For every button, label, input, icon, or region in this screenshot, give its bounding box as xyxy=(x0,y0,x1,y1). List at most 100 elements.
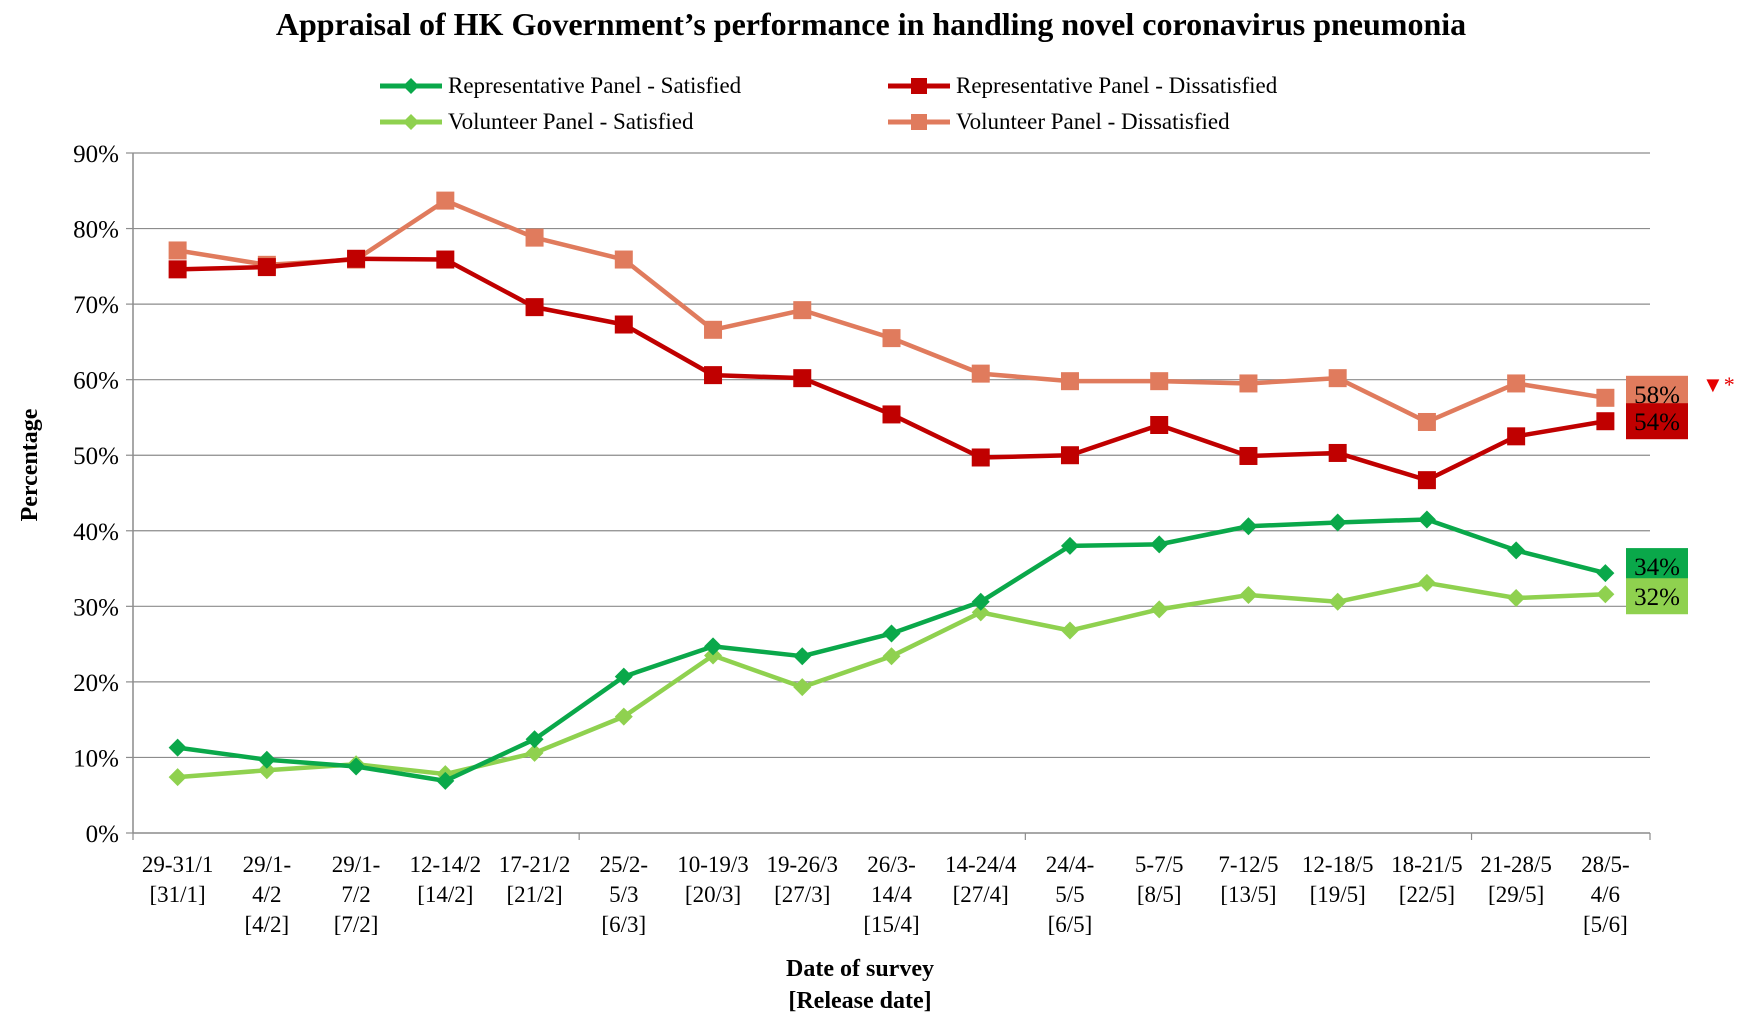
data-point-rep-satisfied xyxy=(882,624,901,643)
data-point-vol-satisfied xyxy=(882,647,901,666)
end-value-label: 54% xyxy=(1634,409,1680,436)
end-label-box xyxy=(1626,578,1688,615)
legend-label-rep-dissatisfied: Representative Panel - Dissatisfied xyxy=(956,73,1278,98)
data-point-rep-dissatisfied xyxy=(168,260,187,279)
y-tick-label: 80% xyxy=(73,217,119,244)
data-point-rep-satisfied xyxy=(1239,517,1258,536)
data-point-vol-dissatisfied xyxy=(1150,372,1169,391)
x-tick-label: 7-12/5 [13/5] xyxy=(1218,852,1278,907)
data-point-rep-satisfied xyxy=(793,647,812,666)
data-point-rep-dissatisfied xyxy=(1507,427,1526,446)
data-point-vol-satisfied xyxy=(1060,621,1079,640)
data-point-rep-dissatisfied xyxy=(971,448,990,467)
data-point-rep-dissatisfied xyxy=(1596,412,1615,431)
y-tick-label: 70% xyxy=(73,292,119,319)
data-point-vol-dissatisfied xyxy=(525,228,544,247)
legend-item-rep-dissatisfied: Representative Panel - Dissatisfied xyxy=(888,68,1277,104)
x-tick-label: 29-31/1 [31/1] xyxy=(142,852,214,907)
x-axis-label-subline: [Release date] xyxy=(788,988,932,1014)
data-point-vol-dissatisfied xyxy=(793,301,812,320)
x-tick-label: 14-24/4 [27/4] xyxy=(945,852,1017,907)
x-tick-label: 29/1-4/2 [4/2] xyxy=(243,852,292,937)
x-tick-label: 17-21/2 [21/2] xyxy=(499,852,571,907)
data-point-vol-satisfied xyxy=(793,678,812,697)
data-point-vol-dissatisfied xyxy=(1596,388,1615,407)
data-point-rep-dissatisfied xyxy=(1239,446,1258,465)
end-value-label: 34% xyxy=(1634,554,1680,581)
data-point-vol-satisfied xyxy=(1239,586,1258,604)
data-point-rep-dissatisfied xyxy=(614,315,633,334)
data-point-vol-satisfied xyxy=(1417,573,1436,592)
data-point-vol-satisfied xyxy=(525,743,544,762)
data-point-vol-dissatisfied xyxy=(704,320,723,339)
x-tick-label: 25/2-5/3 [6/3] xyxy=(600,852,649,937)
data-point-rep-satisfied xyxy=(614,667,633,686)
legend-label-rep-satisfied: Representative Panel - Satisfied xyxy=(448,73,742,98)
x-tick-label: 10-19/3 [20/3] xyxy=(677,852,749,907)
data-point-vol-satisfied xyxy=(1596,585,1615,604)
x-tick-label: 24/4-5/5 [6/5] xyxy=(1046,852,1095,937)
data-point-rep-dissatisfied xyxy=(347,249,366,268)
x-tick-label: 21-28/5 [29/5] xyxy=(1480,852,1552,907)
data-point-vol-dissatisfied xyxy=(614,250,633,269)
legend-marker-vol-dissatisfied xyxy=(888,114,950,130)
y-tick-label: 0% xyxy=(86,821,119,848)
legend-marker-rep-dissatisfied xyxy=(888,78,950,94)
data-point-rep-satisfied xyxy=(1328,513,1347,532)
x-tick-label: 29/1-7/2 [7/2] xyxy=(332,852,381,937)
data-point-rep-satisfied xyxy=(347,757,366,776)
data-point-vol-dissatisfied xyxy=(1239,374,1258,393)
data-point-rep-dissatisfied xyxy=(525,298,544,317)
x-tick-label: 28/5-4/6 [5/6] xyxy=(1581,852,1630,937)
series-line-rep-dissatisfied xyxy=(177,256,1606,483)
end-value-label: 32% xyxy=(1634,584,1680,611)
data-point-rep-satisfied xyxy=(1150,535,1169,554)
data-point-vol-dissatisfied xyxy=(882,329,901,348)
data-point-rep-dissatisfied xyxy=(704,366,723,385)
data-point-vol-dissatisfied xyxy=(1328,369,1347,388)
legend-marker-vol-satisfied xyxy=(380,114,442,130)
data-point-vol-satisfied xyxy=(704,646,723,665)
data-point-vol-dissatisfied xyxy=(436,191,455,210)
series-line-vol-satisfied xyxy=(177,580,1606,780)
data-point-vol-satisfied xyxy=(1328,592,1347,611)
data-point-vol-dissatisfied xyxy=(1507,374,1526,393)
x-tick-label: 12-14/2 [14/2] xyxy=(410,852,482,907)
y-tick-label: 40% xyxy=(73,519,119,546)
data-point-rep-satisfied xyxy=(1060,536,1079,555)
legend: Representative Panel - Satisfied Represe… xyxy=(380,68,1400,144)
legend-item-vol-dissatisfied: Volunteer Panel - Dissatisfied xyxy=(888,104,1230,140)
legend-label-vol-dissatisfied: Volunteer Panel - Dissatisfied xyxy=(956,109,1230,134)
data-point-vol-dissatisfied xyxy=(1060,372,1079,391)
data-point-vol-satisfied xyxy=(1507,589,1526,608)
x-tick-label: 18-21/5 [22/5] xyxy=(1391,852,1463,907)
data-point-rep-dissatisfied xyxy=(436,250,455,269)
data-point-vol-dissatisfied xyxy=(971,364,990,383)
y-tick-label: 90% xyxy=(73,141,119,168)
data-point-rep-dissatisfied xyxy=(882,405,901,424)
y-tick-label: 10% xyxy=(73,745,119,772)
data-point-rep-satisfied xyxy=(704,637,723,656)
data-point-rep-dissatisfied xyxy=(793,369,812,388)
x-tick-label: 26/3-14/4 [15/4] xyxy=(863,852,919,937)
data-point-rep-satisfied xyxy=(436,771,455,790)
data-point-vol-satisfied xyxy=(168,768,187,787)
data-point-rep-satisfied xyxy=(168,738,187,757)
data-point-rep-dissatisfied xyxy=(1328,443,1347,462)
data-point-rep-satisfied xyxy=(525,730,544,749)
end-label-box xyxy=(1626,403,1688,440)
annotation-mark: ▼* xyxy=(1702,372,1735,397)
data-point-rep-satisfied xyxy=(1596,564,1615,583)
data-point-vol-dissatisfied xyxy=(1417,412,1436,431)
y-tick-label: 20% xyxy=(73,670,119,697)
y-tick-label: 60% xyxy=(73,368,119,395)
x-axis-label: Date of survey [Release date] xyxy=(660,953,1060,1017)
x-axis-label-line: Date of survey xyxy=(786,956,934,982)
data-point-rep-satisfied xyxy=(1507,541,1526,560)
legend-label-vol-satisfied: Volunteer Panel - Satisfied xyxy=(448,109,694,134)
legend-marker-rep-satisfied xyxy=(380,78,442,94)
chart-title: Appraisal of HK Government’s performance… xyxy=(275,6,1467,42)
data-point-rep-dissatisfied xyxy=(1060,446,1079,465)
data-point-vol-satisfied xyxy=(971,603,990,622)
